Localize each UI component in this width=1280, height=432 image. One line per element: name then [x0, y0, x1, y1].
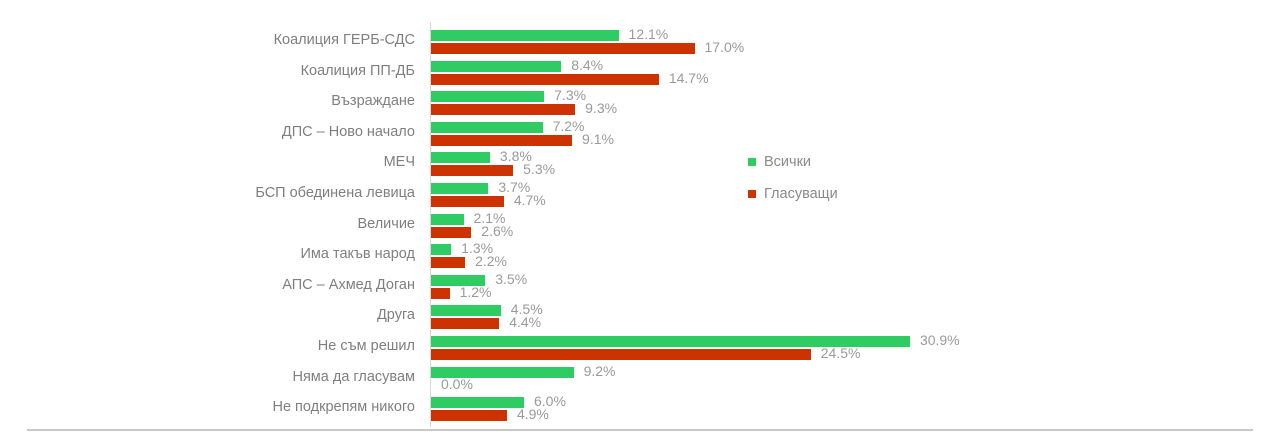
bar-voters: [431, 287, 450, 299]
category-label: Няма да гласувам: [292, 368, 415, 385]
value-label-voters: 14.7%: [668, 69, 709, 86]
bar-voters: [431, 43, 695, 54]
legend-label-voters: Гласуващи: [764, 186, 838, 202]
category-label: Коалиция ПП-ДБ: [300, 62, 415, 79]
category-label: Възраждане: [331, 93, 415, 110]
category-label: Коалиция ГЕРБ-СДС: [273, 32, 415, 48]
category-label: Има такъв народ: [300, 246, 415, 263]
chart-row: Има такъв народ 1.3% 2.2%: [0, 241, 1280, 271]
bar-voters: [431, 226, 472, 238]
value-label-all: 30.9%: [919, 332, 960, 348]
bar-voters: [431, 257, 466, 269]
bar-voters: [431, 134, 573, 146]
value-label-all: 3.8%: [499, 148, 532, 165]
value-label-voters: 4.7%: [513, 192, 546, 208]
legend-swatch-all-icon: [748, 158, 756, 166]
value-label-voters: 2.2%: [475, 253, 508, 270]
chart-row: Друга 4.5% 4.4%: [0, 302, 1280, 332]
value-label-all: 9.2%: [583, 362, 616, 379]
bar-all: [431, 213, 464, 225]
value-label-all: 3.7%: [498, 179, 531, 195]
bar-voters: [431, 104, 576, 116]
bar-all: [431, 274, 486, 286]
bar-all: [431, 91, 545, 103]
value-label-voters: 1.2%: [459, 283, 492, 300]
chart-row: Коалиция ПП-ДБ 8.4% 14.7%: [0, 58, 1280, 88]
value-label-voters: 9.1%: [582, 130, 614, 147]
value-label-voters: 9.3%: [585, 100, 618, 117]
bar-voters: [431, 165, 514, 177]
chart-row: ДПС – Ново начало 7.2% 9.1%: [0, 119, 1280, 149]
value-label-voters: 4.9%: [516, 406, 549, 423]
bar-all: [431, 183, 489, 194]
value-label-all: 4.5%: [510, 301, 543, 318]
chart-row: АПС – Ахмед Доган 3.5% 1.2%: [0, 272, 1280, 302]
legend: Всички Гласуващи: [748, 152, 838, 216]
value-label-all: 6.0%: [534, 393, 566, 410]
value-label-all: 12.1%: [628, 26, 669, 42]
value-label-all: 3.5%: [495, 270, 528, 287]
category-label: Не подкрепям никого: [272, 399, 415, 416]
legend-item-all: Всички: [748, 152, 838, 172]
value-label-voters: 2.6%: [481, 222, 514, 239]
category-label: ДПС – Ново начало: [281, 123, 415, 140]
chart-row: Няма да гласувам 9.2% 0.0%: [0, 364, 1280, 394]
value-label-all: 8.4%: [571, 56, 604, 73]
legend-swatch-voters-icon: [748, 190, 756, 198]
category-axis-line: [430, 22, 431, 427]
bar-voters: [431, 349, 811, 360]
value-label-voters: 5.3%: [523, 161, 556, 178]
category-label: Не съм решил: [317, 338, 415, 354]
bar-all: [431, 366, 574, 378]
bar-voters: [431, 410, 507, 422]
chart-row: Възраждане 7.3% 9.3%: [0, 88, 1280, 118]
chart-row: Не подкрепям никого 6.0% 4.9%: [0, 394, 1280, 424]
category-label: МЕЧ: [383, 154, 415, 171]
chart-row: Величие 2.1% 2.6%: [0, 211, 1280, 241]
chart-row: Коалиция ГЕРБ-СДС 12.1% 17.0%: [0, 27, 1280, 57]
value-label-voters: 17.0%: [704, 39, 745, 55]
value-label-voters: 24.5%: [820, 345, 861, 361]
bar-all: [431, 121, 543, 133]
chart-row: МЕЧ 3.8% 5.3%: [0, 149, 1280, 179]
bottom-divider: [27, 429, 1253, 431]
value-label-all: 1.3%: [461, 240, 494, 257]
category-label: АПС – Ахмед Доган: [282, 276, 415, 293]
value-label-all: 2.1%: [473, 209, 506, 226]
bar-all: [431, 397, 524, 409]
bar-all: [431, 336, 910, 347]
bar-all: [431, 305, 501, 317]
bar-all: [431, 244, 452, 256]
value-label-voters: 4.4%: [509, 314, 542, 331]
value-label-all: 7.2%: [552, 117, 585, 134]
category-label: Друга: [376, 307, 415, 324]
bar-all: [431, 152, 490, 164]
bar-all: [431, 30, 619, 41]
bar-voters: [431, 196, 504, 207]
value-label-all: 7.3%: [554, 87, 587, 104]
legend-item-voters: Гласуващи: [748, 184, 838, 204]
bar-voters: [431, 73, 659, 85]
bar-all: [431, 60, 562, 72]
category-label: Величие: [357, 215, 415, 232]
category-label: БСП обединена левица: [255, 185, 415, 201]
chart-row: БСП обединена левица 3.7% 4.7%: [0, 180, 1280, 210]
chart-row: Не съм решил 30.9% 24.5%: [0, 333, 1280, 363]
legend-label-all: Всички: [764, 154, 812, 170]
bar-voters: [431, 318, 500, 330]
value-label-voters: 0.0%: [441, 375, 473, 392]
